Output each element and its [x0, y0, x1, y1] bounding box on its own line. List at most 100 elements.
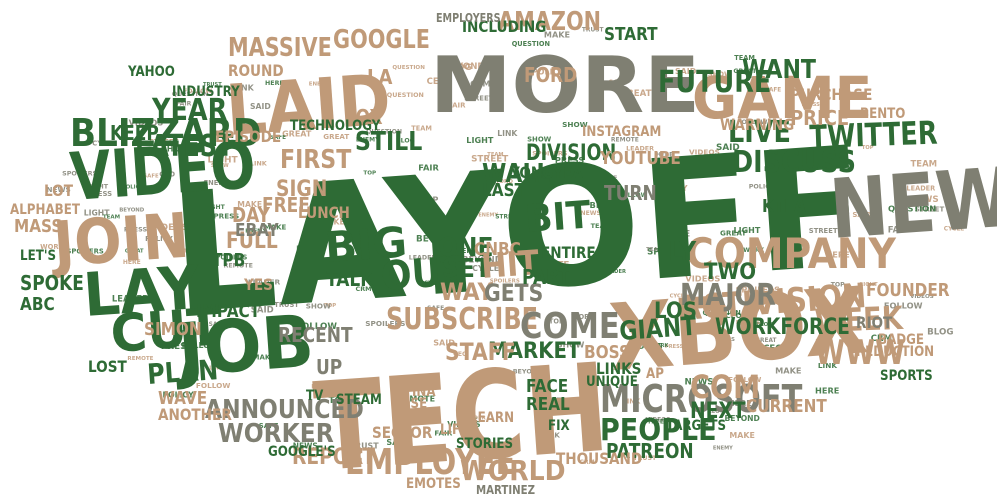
word-game: GAME — [692, 65, 872, 133]
word-ktla: KTLA — [762, 195, 806, 217]
filler-word: FOLLOW — [728, 376, 761, 384]
filler-word: STREET — [915, 206, 945, 214]
filler-word: NEWS — [909, 195, 938, 205]
filler-word: BEYOND — [119, 208, 145, 214]
filler-word: TRUST — [190, 243, 213, 250]
filler-word: BLOG — [396, 137, 415, 144]
word-episode: EPISODE — [215, 128, 281, 146]
filler-word: QUESTION — [172, 91, 209, 98]
filler-word: STREET — [471, 154, 508, 164]
filler-word: TRUST — [582, 28, 604, 34]
filler-word: MAKE — [320, 218, 345, 227]
word-hit: HIT — [480, 243, 540, 287]
filler-word: SAID — [251, 306, 274, 316]
filler-word: FOLLOW — [737, 118, 767, 126]
filler-word: NEWS — [311, 383, 333, 391]
word-abc: ABC — [20, 293, 55, 315]
filler-word: REMOTE — [542, 175, 568, 181]
filler-word: SPOILERS — [365, 319, 405, 328]
filler-word: REMOTE — [810, 155, 846, 164]
filler-word: HERE — [599, 175, 618, 182]
filler-word: LEADER — [603, 269, 626, 275]
filler-word: CYCLE — [424, 281, 444, 287]
filler-word: BEYOND — [736, 320, 762, 326]
filler-word: VIDEOS — [689, 147, 720, 156]
filler-word: LINK — [458, 416, 477, 425]
filler-word: QUESTION — [366, 129, 402, 136]
filler-word: FOLLOW — [296, 322, 337, 332]
filler-word: GREAT — [323, 132, 349, 141]
filler-word: ENEMY — [670, 106, 691, 112]
filler-word: TEAM — [411, 124, 432, 132]
filler-word: LIGHT — [204, 204, 225, 211]
filler-word: MAKE — [662, 229, 691, 239]
word-lot: LOT — [44, 182, 74, 200]
word-mass: MASS — [14, 215, 62, 237]
filler-word: PRESS — [161, 342, 193, 352]
filler-word: MAKE — [775, 366, 801, 376]
filler-word: TEAM — [487, 152, 503, 158]
word-blizzard: BLIZZARD — [70, 110, 261, 155]
word-googles: GOOGLE'S — [268, 444, 336, 460]
word-start: START — [604, 23, 658, 45]
word-gets: GETS — [484, 279, 543, 307]
filler-word: VIDEOS — [581, 178, 613, 187]
filler-word: BEYOND — [590, 200, 629, 210]
word-tpb: TPB — [212, 249, 245, 271]
filler-word: TOP — [862, 145, 874, 151]
word-steam: STEAM — [336, 392, 382, 408]
word-ebay: EBAY — [235, 219, 279, 241]
filler-word: CYCLE — [944, 227, 964, 233]
filler-word: CEO — [159, 170, 175, 178]
filler-word: STREET — [495, 215, 520, 221]
filler-word: SHOW — [306, 302, 331, 311]
word-patreon: PATREON — [606, 441, 694, 464]
word-technology: TECHNOLOGY — [290, 118, 381, 134]
word-la: LA — [367, 66, 393, 89]
filler-word: CEO — [427, 77, 446, 87]
filler-word: VIDEOS — [685, 274, 720, 284]
filler-word: TOP — [549, 318, 564, 326]
filler-word: GREAT — [733, 68, 757, 75]
filler-word: FAIR — [434, 429, 452, 438]
filler-word: FAIR — [888, 226, 910, 236]
word-real: REAL — [526, 393, 570, 415]
word-ana: ANÃ — [320, 380, 353, 398]
filler-word: MAKE — [544, 30, 570, 40]
filler-word: VIDEOS — [129, 118, 164, 128]
word-including: INCLUDING — [462, 18, 546, 36]
filler-word: TOP — [420, 195, 439, 205]
word-still: STILL — [355, 126, 422, 156]
word-major: MAJOR — [680, 277, 776, 313]
word-stories: STORIES — [456, 436, 513, 452]
filler-word: STREET — [464, 95, 493, 103]
filler-word: GREAT — [125, 249, 144, 255]
filler-word: GREAT — [755, 338, 776, 344]
filler-word: REMOTE — [611, 137, 639, 144]
word-emotes: EMOTES — [406, 476, 461, 492]
filler-word: LEADER — [442, 247, 473, 255]
filler-word: LINK — [209, 366, 223, 372]
filler-word: NEWS — [581, 210, 601, 217]
filler-word: BEYOND — [445, 62, 485, 72]
word-fix: FIX — [548, 418, 570, 434]
filler-word: HERE — [815, 386, 839, 396]
filler-word: FAIR — [176, 100, 191, 107]
word-set: SET — [442, 253, 491, 283]
filler-word: CRM — [470, 78, 490, 88]
word-plan: PLAN — [146, 354, 219, 391]
filler-word: CEO — [763, 344, 782, 354]
filler-word: CEO — [725, 311, 741, 320]
word-part: PART — [522, 267, 570, 290]
filler-word: GREAT — [282, 130, 312, 139]
word-thousand: THOUSAND — [556, 450, 642, 468]
word-day: DAY — [232, 205, 270, 228]
filler-word: FAIR — [448, 102, 466, 110]
filler-word: TRUST — [203, 82, 222, 88]
word-lay: LAY — [81, 253, 202, 331]
word-bit: BIT — [524, 193, 593, 242]
word-yes: YES — [243, 276, 273, 294]
word-latest: LATEST — [135, 129, 234, 163]
filler-word: CEO — [708, 409, 720, 415]
filler-word: REMOTE — [174, 248, 199, 254]
